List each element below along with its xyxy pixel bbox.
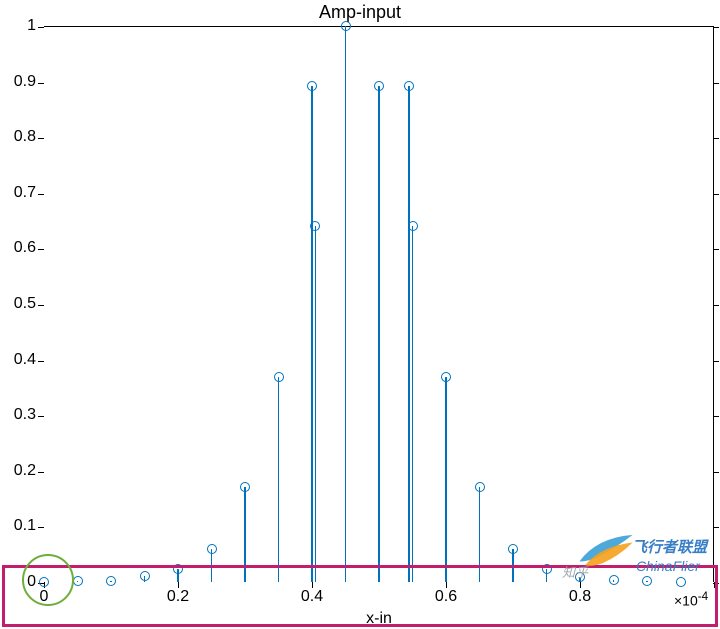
figure: Amp-input x-in ×10-4 飞行者联盟 知乎 ChinaFlier…: [0, 0, 720, 629]
chart-title: Amp-input: [319, 2, 401, 23]
x-tick-label: 0.8: [569, 588, 591, 606]
stem-line: [378, 86, 380, 583]
y-tick-label: 0.2: [14, 462, 36, 480]
x-tick-label: 0: [40, 588, 49, 606]
y-tick-label: 1: [27, 17, 36, 35]
y-tick-label: 0.5: [14, 295, 36, 313]
magenta-annotation-rect: [2, 565, 718, 627]
x-tick-label: 0.4: [301, 588, 323, 606]
y-tick-label: 0.9: [14, 73, 36, 91]
y-tick: [713, 472, 719, 473]
y-tick: [38, 472, 44, 473]
stem-marker: [240, 482, 250, 492]
axes: [44, 26, 714, 582]
stem-line: [345, 26, 347, 582]
stem-marker: [341, 21, 351, 31]
y-tick-label: 0.6: [14, 239, 36, 257]
y-tick: [713, 416, 719, 417]
x-tick-label: 0.6: [435, 588, 457, 606]
y-tick: [38, 194, 44, 195]
stem-marker: [404, 81, 414, 91]
stem-marker: [274, 372, 284, 382]
stem-marker: [307, 81, 317, 91]
stem-marker: [508, 544, 518, 554]
x-tick-label: 0.2: [167, 588, 189, 606]
y-tick: [38, 305, 44, 306]
y-tick-label: 0.4: [14, 351, 36, 369]
y-tick-label: 0.3: [14, 406, 36, 424]
y-tick: [713, 249, 719, 250]
y-tick-label: 0.1: [14, 517, 36, 535]
stem-marker: [374, 81, 384, 91]
y-tick: [38, 27, 44, 28]
y-tick: [713, 305, 719, 306]
y-tick-label: 0.7: [14, 184, 36, 202]
stem-marker: [475, 482, 485, 492]
y-tick: [713, 527, 719, 528]
y-tick: [38, 138, 44, 139]
y-tick-label: 0.8: [14, 128, 36, 146]
stem-marker: [310, 221, 320, 231]
y-tick-label: 0: [27, 573, 36, 591]
stem-line: [278, 377, 280, 582]
stem-line: [315, 226, 317, 582]
y-tick: [38, 416, 44, 417]
y-tick: [38, 83, 44, 84]
y-tick: [713, 27, 719, 28]
y-tick: [713, 361, 719, 362]
stem-line: [408, 86, 410, 583]
y-tick: [38, 361, 44, 362]
y-tick: [713, 138, 719, 139]
stem-line: [311, 86, 313, 583]
stem-marker: [441, 372, 451, 382]
y-tick: [38, 527, 44, 528]
y-tick: [38, 249, 44, 250]
stem-line: [412, 226, 414, 582]
y-tick: [713, 83, 719, 84]
stem-marker: [207, 544, 217, 554]
y-tick: [713, 194, 719, 195]
stem-line: [445, 377, 447, 582]
